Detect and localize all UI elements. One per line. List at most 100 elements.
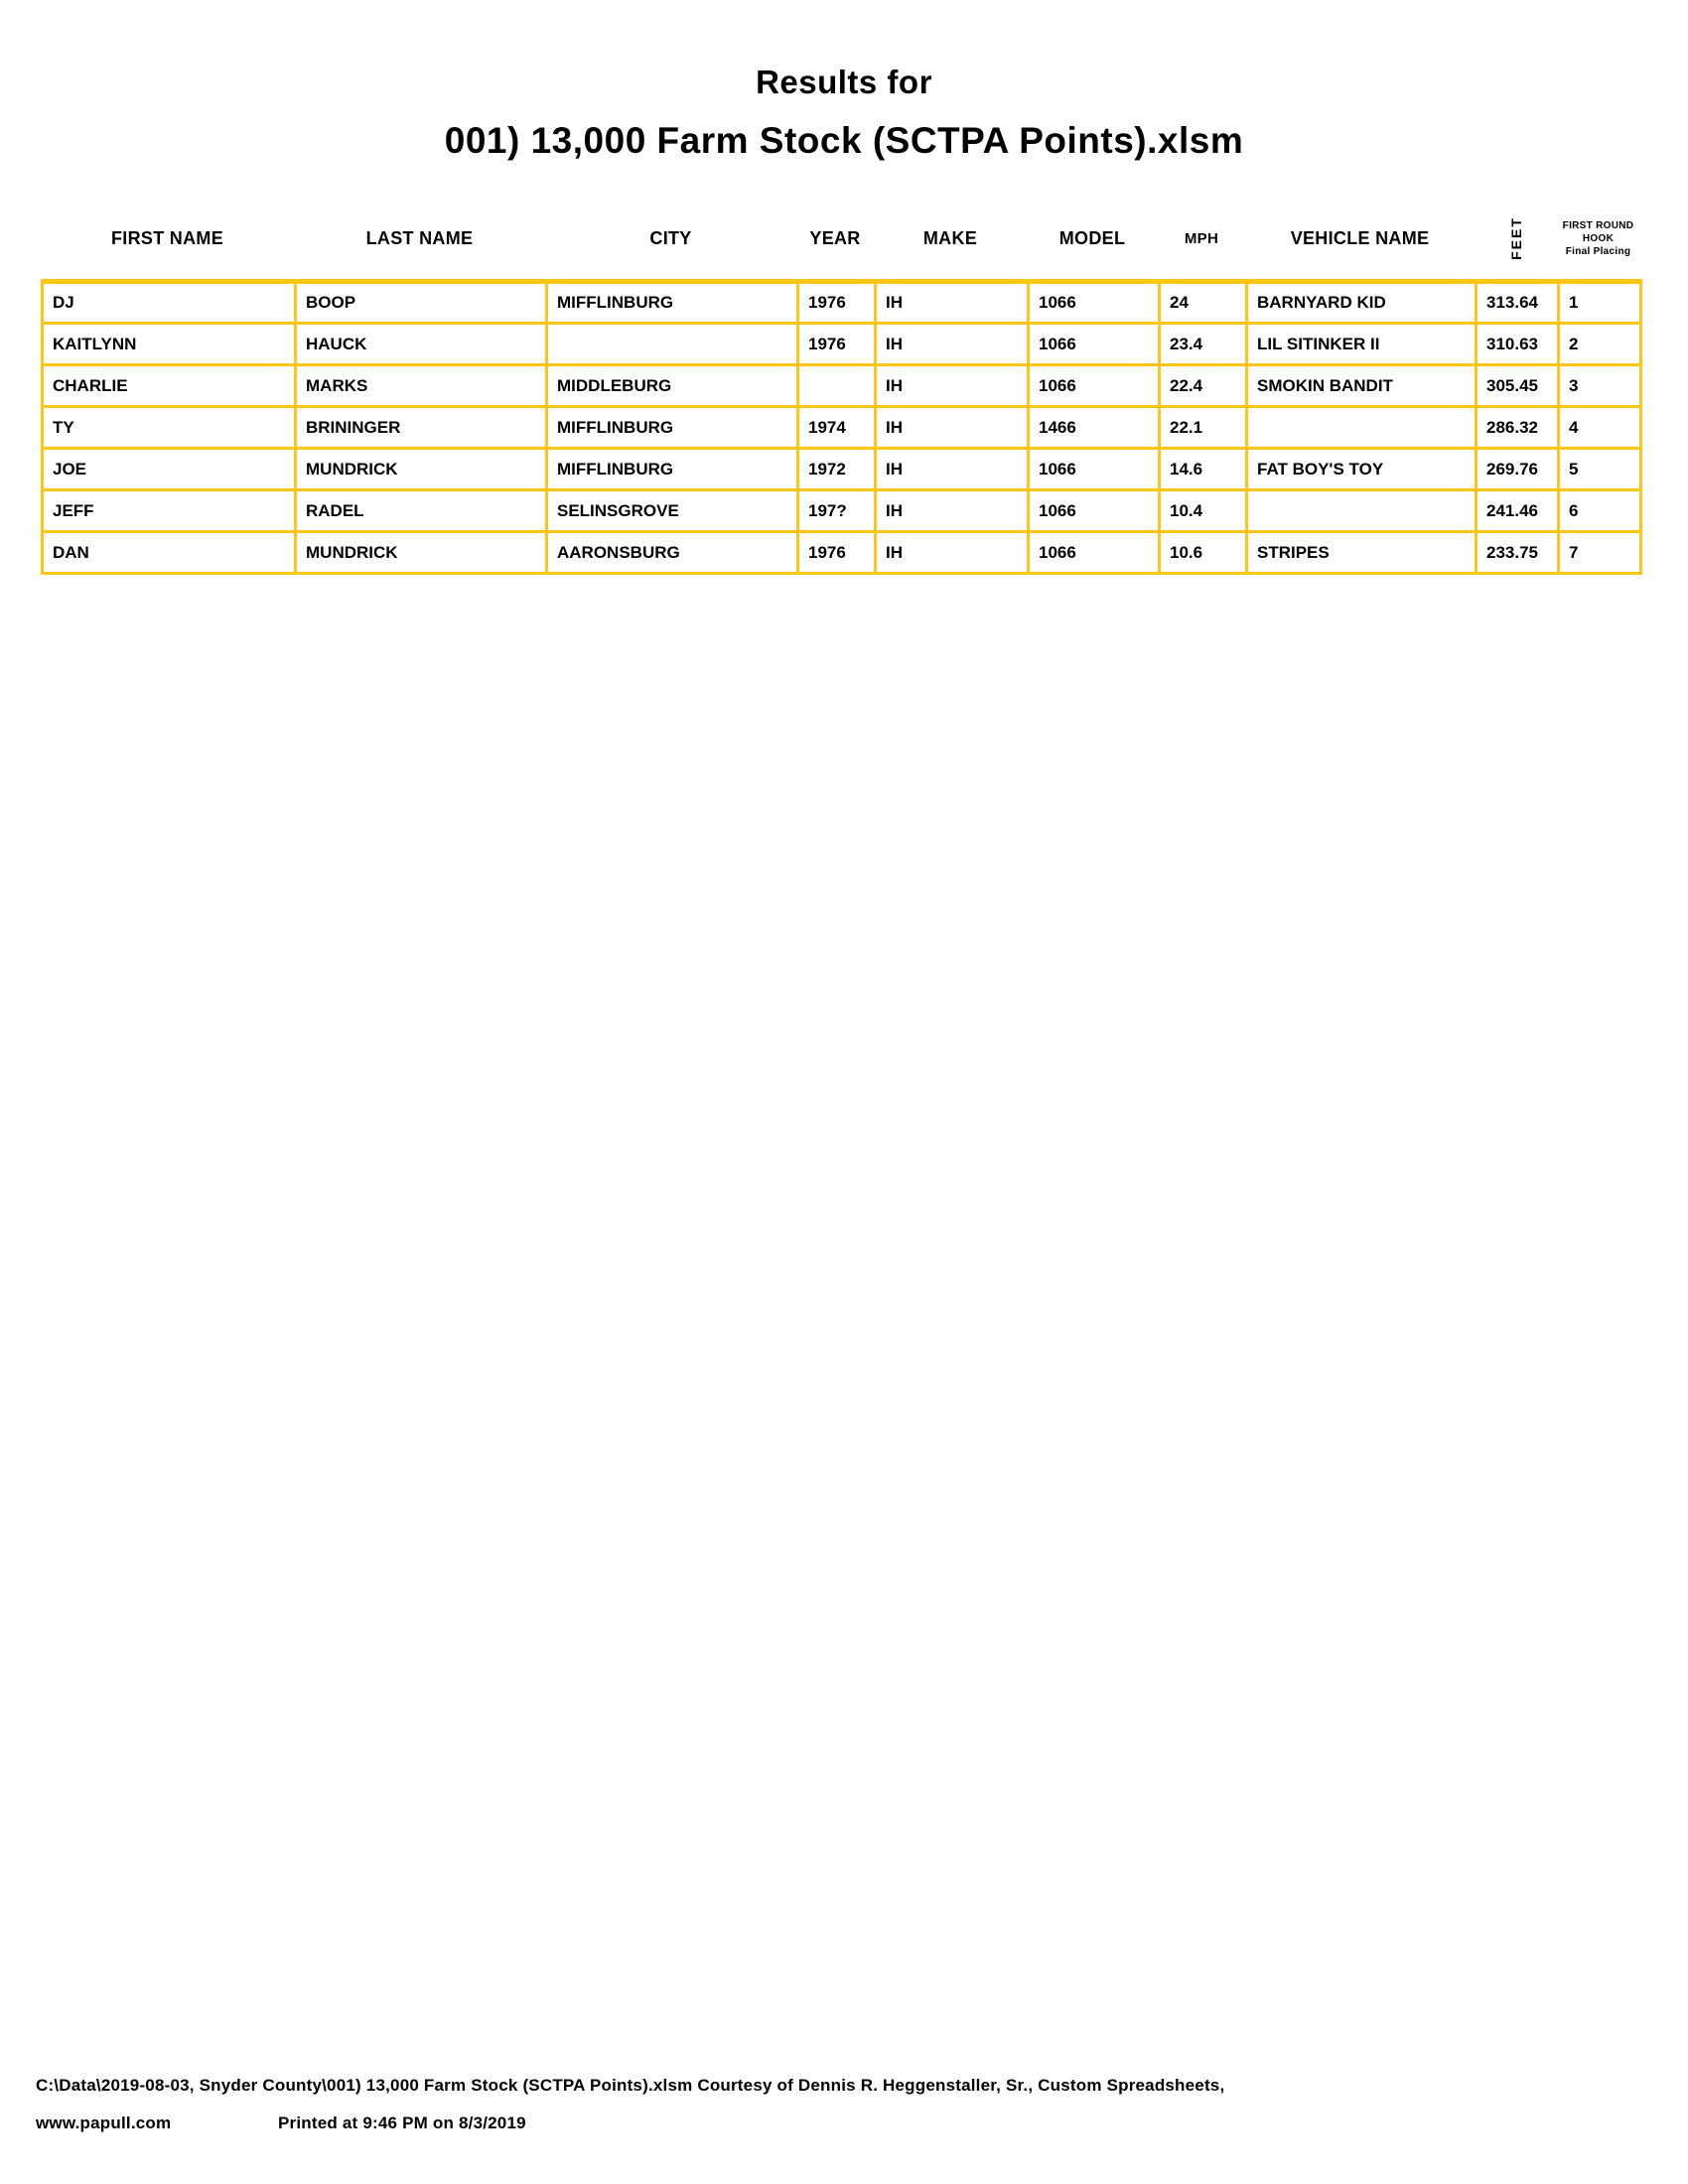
cell-last-name: MUNDRICK <box>294 530 548 575</box>
report-title-prefix: Results for <box>756 64 932 100</box>
header-hook-line1: FIRST ROUND <box>1562 219 1634 231</box>
cell-vehicle-name: BARNYARD KID <box>1245 280 1477 325</box>
cell-model: 1066 <box>1027 322 1161 366</box>
header-last-name: LAST NAME <box>365 227 474 248</box>
header-hook-line2: HOOK <box>1582 232 1615 244</box>
cell-first-name: JOE <box>41 447 297 491</box>
cell-make: IH <box>874 405 1030 450</box>
cell-placing: 2 <box>1557 322 1642 366</box>
cell-last-name: BOOP <box>294 280 548 325</box>
header-make: MAKE <box>922 227 978 248</box>
cell-city: SELINSGROVE <box>545 488 799 533</box>
cell-city: MIFFLINBURG <box>545 405 799 450</box>
cell-mph: 10.6 <box>1158 530 1248 575</box>
cell-first-name: KAITLYNN <box>41 322 297 366</box>
results-table: DJ BOOP MIFFLINBURG 1976 IH 1066 24 BARN… <box>41 279 1642 575</box>
cell-feet: 310.63 <box>1475 322 1560 366</box>
table-header-row: FIRST NAME LAST NAME CITY YEAR MAKE MODE… <box>41 202 1639 275</box>
cell-feet: 286.32 <box>1475 405 1560 450</box>
cell-feet: 241.46 <box>1475 488 1560 533</box>
cell-mph: 10.4 <box>1158 488 1248 533</box>
cell-last-name: MARKS <box>294 363 548 408</box>
cell-year <box>796 363 877 408</box>
cell-city <box>545 322 799 366</box>
cell-model: 1066 <box>1027 280 1161 325</box>
header-first-name: FIRST NAME <box>111 227 223 248</box>
page-footer: C:\Data\2019-08-03, Snyder County\001) 1… <box>36 2071 1644 2137</box>
cell-model: 1066 <box>1027 488 1161 533</box>
cell-vehicle-name: FAT BOY'S TOY <box>1245 447 1477 491</box>
cell-placing: 6 <box>1557 488 1642 533</box>
cell-model: 1066 <box>1027 530 1161 575</box>
cell-vehicle-name <box>1245 488 1477 533</box>
cell-make: IH <box>874 280 1030 325</box>
cell-make: IH <box>874 322 1030 366</box>
table-row: DJ BOOP MIFFLINBURG 1976 IH 1066 24 BARN… <box>41 280 1642 325</box>
cell-first-name: DJ <box>41 280 297 325</box>
cell-vehicle-name: LIL SITINKER II <box>1245 322 1477 366</box>
header-year: YEAR <box>809 227 861 248</box>
cell-first-name: CHARLIE <box>41 363 297 408</box>
cell-last-name: BRININGER <box>294 405 548 450</box>
footer-file-path: C:\Data\2019-08-03, Snyder County\001) 1… <box>36 2076 1225 2095</box>
table-row: JEFF RADEL SELINSGROVE 197? IH 1066 10.4… <box>41 488 1642 533</box>
cell-model: 1066 <box>1027 447 1161 491</box>
cell-year: 197? <box>796 488 877 533</box>
cell-last-name: HAUCK <box>294 322 548 366</box>
footer-second-line: www.papull.com Printed at 9:46 PM on 8/3… <box>36 2109 1644 2137</box>
cell-mph: 14.6 <box>1158 447 1248 491</box>
cell-year: 1972 <box>796 447 877 491</box>
cell-city: MIDDLEBURG <box>545 363 799 408</box>
table-row: KAITLYNN HAUCK 1976 IH 1066 23.4 LIL SIT… <box>41 322 1642 366</box>
cell-make: IH <box>874 488 1030 533</box>
cell-city: AARONSBURG <box>545 530 799 575</box>
header-vehicle-name: VEHICLE NAME <box>1290 227 1430 248</box>
table-row: TY BRININGER MIFFLINBURG 1974 IH 1466 22… <box>41 405 1642 450</box>
cell-make: IH <box>874 447 1030 491</box>
cell-year: 1976 <box>796 280 877 325</box>
cell-vehicle-name: STRIPES <box>1245 530 1477 575</box>
header-hook-line3: Final Placing <box>1565 245 1631 257</box>
cell-feet: 313.64 <box>1475 280 1560 325</box>
cell-feet: 305.45 <box>1475 363 1560 408</box>
cell-placing: 1 <box>1557 280 1642 325</box>
cell-model: 1466 <box>1027 405 1161 450</box>
cell-make: IH <box>874 530 1030 575</box>
report-title-filename: 001) 13,000 Farm Stock (SCTPA Points).xl… <box>444 120 1244 161</box>
cell-city: MIFFLINBURG <box>545 280 799 325</box>
cell-placing: 4 <box>1557 405 1642 450</box>
cell-mph: 22.1 <box>1158 405 1248 450</box>
cell-year: 1974 <box>796 405 877 450</box>
cell-mph: 24 <box>1158 280 1248 325</box>
header-first-round-hook: FIRST ROUND HOOK Final Placing <box>1557 202 1639 275</box>
cell-first-name: DAN <box>41 530 297 575</box>
table-row: JOE MUNDRICK MIFFLINBURG 1972 IH 1066 14… <box>41 447 1642 491</box>
header-feet: FEET <box>1475 202 1557 275</box>
cell-placing: 3 <box>1557 363 1642 408</box>
footer-website: www.papull.com <box>36 2114 172 2132</box>
cell-vehicle-name <box>1245 405 1477 450</box>
cell-mph: 23.4 <box>1158 322 1248 366</box>
cell-placing: 5 <box>1557 447 1642 491</box>
cell-last-name: RADEL <box>294 488 548 533</box>
cell-feet: 233.75 <box>1475 530 1560 575</box>
cell-feet: 269.76 <box>1475 447 1560 491</box>
cell-year: 1976 <box>796 322 877 366</box>
cell-city: MIFFLINBURG <box>545 447 799 491</box>
cell-year: 1976 <box>796 530 877 575</box>
table-row: DAN MUNDRICK AARONSBURG 1976 IH 1066 10.… <box>41 530 1642 575</box>
cell-placing: 7 <box>1557 530 1642 575</box>
cell-make: IH <box>874 363 1030 408</box>
cell-first-name: TY <box>41 405 297 450</box>
cell-mph: 22.4 <box>1158 363 1248 408</box>
cell-last-name: MUNDRICK <box>294 447 548 491</box>
cell-first-name: JEFF <box>41 488 297 533</box>
header-model: MODEL <box>1058 227 1126 248</box>
report-title-block: Results for 001) 13,000 Farm Stock (SCTP… <box>0 64 1688 163</box>
cell-model: 1066 <box>1027 363 1161 408</box>
cell-vehicle-name: SMOKIN BANDIT <box>1245 363 1477 408</box>
footer-printed-timestamp: Printed at 9:46 PM on 8/3/2019 <box>278 2114 526 2132</box>
header-feet-rotated-label: FEET <box>1507 216 1524 260</box>
header-city: CITY <box>649 227 692 248</box>
